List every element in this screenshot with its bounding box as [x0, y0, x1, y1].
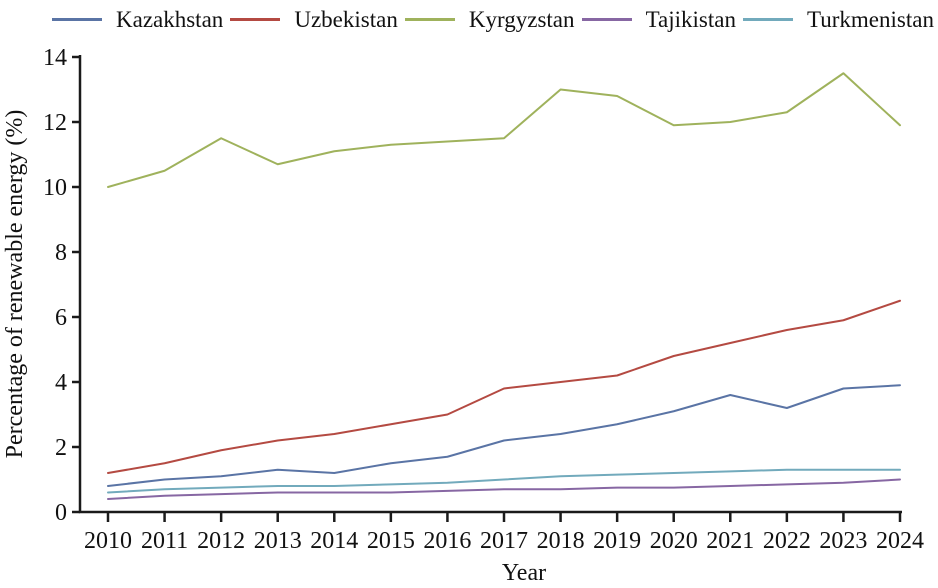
series-line-kazakhstan [107, 384, 901, 487]
x-tick-label: 2015 [367, 528, 415, 554]
legend-label: Tajikistan [645, 6, 736, 32]
x-tick-label: 2014 [310, 528, 358, 554]
legend-item-kyrgyzstan: Kyrgyzstan [404, 6, 575, 32]
series-line-kyrgyzstan [107, 72, 901, 188]
x-tick-label: 2011 [141, 528, 188, 554]
legend-item-tajikistan: Tajikistan [581, 6, 736, 32]
x-tick-label: 2018 [537, 528, 585, 554]
x-tick-label: 2017 [480, 528, 528, 554]
y-tick-label: 0 [55, 500, 67, 526]
series-line-uzbekistan [107, 299, 901, 474]
legend-label: Turkmenistan [807, 6, 934, 32]
legend-item-uzbekistan: Uzbekistan [230, 6, 398, 32]
x-tick-label: 2012 [197, 528, 245, 554]
y-tick-label: 14 [43, 45, 67, 71]
y-tick-label: 8 [55, 240, 67, 266]
legend-label: Kyrgyzstan [468, 6, 575, 32]
legend-line-swatch [581, 17, 632, 21]
y-tick-label: 12 [43, 110, 67, 136]
x-tick-label: 2024 [876, 528, 924, 554]
x-axis-title: Year [502, 560, 546, 586]
legend-label: Uzbekistan [294, 6, 398, 32]
x-tick-label: 2013 [254, 528, 302, 554]
legend: Kazakhstan Uzbekistan Kyrgyzstan Tajikistan… [52, 4, 934, 34]
legend-item-turkmenistan: Turkmenistan [743, 8, 934, 31]
x-tick-label: 2020 [650, 528, 698, 554]
legend-item-kazakhstan: Kazakhstan [52, 8, 223, 31]
x-axis-ticks: 2010 2011 2012 2013 2014 2015 2016 2017 2018 2019… [84, 512, 924, 554]
series-line-tajikistan [107, 478, 901, 500]
y-axis-title: Percentage of renewable energy (%) [2, 110, 28, 459]
legend-line-swatch [404, 17, 455, 21]
legend-line-swatch [52, 17, 102, 21]
x-tick-label: 2021 [706, 528, 754, 554]
legend-label: Kazakhstan [116, 6, 224, 32]
y-tick-label: 4 [55, 370, 67, 396]
x-tick-label: 2019 [593, 528, 641, 554]
series-lines [107, 72, 901, 500]
series-line-turkmenistan [107, 468, 901, 494]
legend-line-swatch [743, 17, 794, 21]
x-tick-label: 2010 [84, 528, 132, 554]
y-tick-label: 10 [43, 175, 67, 201]
y-tick-label: 2 [55, 435, 67, 461]
y-tick-label: 6 [55, 305, 67, 331]
y-axis-ticks: 0 2 4 6 8 10 12 14 [43, 45, 80, 526]
x-tick-label: 2022 [763, 528, 811, 554]
x-tick-label: 2016 [423, 528, 471, 554]
legend-line-swatch [230, 17, 281, 21]
x-tick-label: 2023 [819, 528, 867, 554]
